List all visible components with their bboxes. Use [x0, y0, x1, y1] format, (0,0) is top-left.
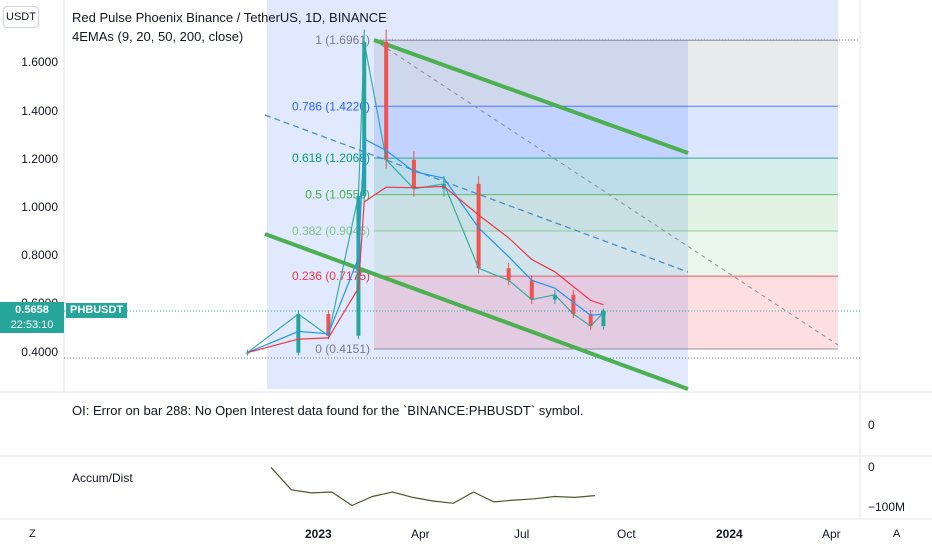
price-tick: 1.0000 — [21, 200, 58, 214]
fib-level-label: 1 (1.6961) — [315, 33, 370, 47]
price-series-line — [247, 41, 604, 354]
fib-band — [374, 194, 838, 232]
price-candle — [326, 314, 331, 336]
price-candle — [356, 195, 361, 336]
price-tick: 1.4000 — [21, 104, 58, 118]
price-candle — [506, 268, 511, 281]
price-candle — [552, 294, 557, 300]
fib-level-label: 0.618 (1.2068) — [292, 151, 370, 165]
price-candle — [571, 294, 576, 315]
time-tick: Jul — [514, 527, 530, 541]
current-price-badge: 0.5658 — [0, 302, 64, 318]
price-candle — [411, 159, 416, 189]
channel-upper-line — [373, 38, 689, 155]
accum-dist-label[interactable]: Accum/Dist — [72, 471, 133, 485]
ema-line — [247, 185, 604, 354]
price-candle — [384, 41, 389, 160]
fib-level-label: 0.786 (1.4220) — [292, 99, 370, 113]
accum-dist-line — [270, 466, 596, 507]
log-scale-button[interactable]: Z — [29, 528, 36, 540]
ema-line — [247, 138, 604, 354]
price-candle — [476, 183, 481, 269]
oi-axis-tick: 0 — [868, 418, 875, 432]
price-candle — [362, 41, 367, 196]
fib-band — [374, 40, 838, 107]
price-tick: 0.8000 — [21, 248, 58, 262]
last-price-marker — [600, 310, 606, 316]
price-tick: 1.6000 — [21, 55, 58, 69]
channel-midline — [264, 114, 689, 273]
bar-countdown: 22:53:10 — [0, 318, 64, 333]
channel-lower-line — [264, 232, 689, 391]
ad-axis-tick: −100M — [868, 500, 906, 514]
time-tick: Apr — [411, 527, 430, 541]
long-position-box — [688, 0, 838, 40]
price-tick: 1.2000 — [21, 152, 58, 166]
price-candle — [588, 314, 593, 327]
fib-level-label: 0 (0.4151) — [315, 342, 370, 356]
time-tick: 2023 — [305, 527, 332, 541]
time-tick: Apr — [822, 527, 841, 541]
auto-scale-button[interactable]: A — [893, 528, 901, 540]
fib-band — [374, 231, 838, 277]
currency-button[interactable]: USDT — [3, 6, 39, 28]
indicator-legend[interactable]: 4EMAs (9, 20, 50, 200, close) — [72, 29, 244, 44]
symbol-badge: PHBUSDT — [66, 303, 128, 318]
price-candle — [245, 352, 250, 354]
fib-level-label: 0.5 (1.0556) — [305, 188, 370, 202]
price-candle — [529, 280, 534, 300]
fib-band — [374, 106, 838, 159]
fib-band — [374, 276, 838, 349]
price-candle — [601, 312, 606, 327]
oi-error-message: OI: Error on bar 288: No Open Interest d… — [72, 403, 584, 418]
chart-title: Red Pulse Phoenix Binance / TetherUS, 1D… — [72, 10, 387, 25]
time-tick: 2024 — [716, 527, 743, 541]
time-tick: Oct — [617, 527, 636, 541]
price-tick: 0.4000 — [21, 345, 58, 359]
ad-axis-tick: 0 — [868, 460, 875, 474]
price-candle — [296, 314, 301, 353]
